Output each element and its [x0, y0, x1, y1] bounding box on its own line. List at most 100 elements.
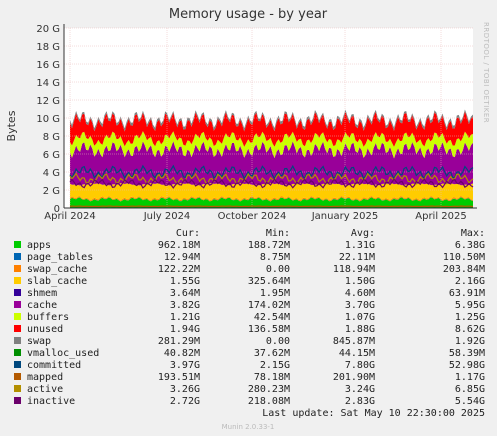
legend-name-swap: swap [27, 336, 51, 347]
x-tick-label: April 2025 [415, 211, 466, 222]
legend-name-apps: apps [27, 240, 51, 251]
area-slab-cache [70, 182, 473, 201]
munin-version: Munin 2.0.33-1 [222, 423, 275, 431]
legend-avg-value: 2.83G [345, 396, 375, 407]
chart-title: Memory usage - by year [169, 7, 328, 22]
line-committed [69, 164, 474, 181]
legend-header-max: Max: [461, 228, 485, 239]
line-mapped [69, 205, 474, 208]
legend-name-mapped: mapped [27, 372, 63, 383]
legend-header-min: Min: [266, 228, 290, 239]
legend-header-cur: Cur: [176, 228, 200, 239]
legend-name-cache: cache [27, 300, 57, 311]
legend-swatch-inactive [14, 397, 21, 404]
legend-header-avg: Avg: [351, 228, 375, 239]
legend-max-value: 58.39M [449, 348, 485, 359]
legend-name-shmem: shmem [27, 288, 57, 299]
legend-min-value: 42.54M [254, 312, 290, 323]
legend-avg-value: 22.11M [339, 252, 375, 263]
legend-name-active: active [27, 384, 63, 395]
legend-swatch-active [14, 385, 21, 392]
area-swap [70, 109, 473, 132]
memory-lines [69, 164, 474, 209]
legend-cur-value: 193.51M [158, 372, 200, 383]
legend-cur-value: 12.94M [164, 252, 200, 263]
legend-min-value: 218.08M [248, 396, 290, 407]
legend-cur-value: 3.64M [170, 288, 200, 299]
memory-areas [70, 109, 473, 208]
legend-swatch-page-tables [14, 253, 21, 260]
area-unused [70, 111, 473, 147]
legend-cur-value: 3.82G [170, 300, 200, 311]
area-page-tables [70, 197, 473, 202]
legend-swatch-unused [14, 325, 21, 332]
legend-cur-value: 1.21G [170, 312, 200, 323]
legend-swatch-buffers [14, 313, 21, 320]
legend: Cur: Min: Avg: Max: apps 962.18M 188.72M 1.31G 6… [14, 228, 485, 407]
legend-swatch-swap [14, 337, 21, 344]
legend-max-value: 1.25G [455, 312, 485, 323]
legend-max-value: 63.91M [449, 288, 485, 299]
y-tick-label: 6 G [43, 150, 60, 161]
legend-max-value: 110.50M [443, 252, 485, 263]
legend-min-value: 78.18M [254, 372, 290, 383]
x-tick-label: July 2024 [143, 211, 191, 222]
legend-min-value: 1.95M [260, 288, 290, 299]
legend-max-value: 1.17G [455, 372, 485, 383]
legend-max-value: 5.95G [455, 300, 485, 311]
x-tick-label: January 2025 [311, 211, 379, 222]
legend-name-buffers: buffers [27, 312, 69, 323]
legend-min-value: 280.23M [248, 384, 290, 395]
legend-avg-value: 1.07G [345, 312, 375, 323]
legend-name-committed: committed [27, 360, 81, 371]
legend-avg-value: 4.60M [345, 288, 375, 299]
legend-swatch-shmem [14, 289, 21, 296]
legend-name-unused: unused [27, 324, 63, 335]
legend-avg-value: 118.94M [333, 264, 375, 275]
legend-max-value: 6.85G [455, 384, 485, 395]
legend-name-page-tables: page_tables [27, 252, 93, 263]
last-update: Last update: Sat May 10 22:30:00 2025 [262, 408, 485, 419]
area-swap-cache [70, 196, 473, 202]
legend-swatch-cache [14, 301, 21, 308]
line-inactive [69, 178, 474, 189]
y-tick-label: 18 G [36, 42, 60, 53]
area-buffers [70, 131, 473, 159]
legend-min-value: 0.00 [266, 336, 290, 347]
y-tick-label: 2 G [43, 186, 60, 197]
legend-max-value: 2.16G [455, 276, 485, 287]
legend-max-value: 6.38G [455, 240, 485, 251]
legend-max-value: 8.62G [455, 324, 485, 335]
legend-swatch-committed [14, 361, 21, 368]
legend-avg-value: 7.80G [345, 360, 375, 371]
legend-swatch-mapped [14, 373, 21, 380]
y-tick-label: 16 G [36, 60, 60, 71]
legend-cur-value: 281.29M [158, 336, 200, 347]
y-tick-label: 14 G [36, 78, 60, 89]
area-apps [70, 197, 473, 208]
legend-swatch-slab-cache [14, 277, 21, 284]
legend-max-value: 5.54G [455, 396, 485, 407]
legend-swatch-apps [14, 241, 21, 248]
y-axis-label: Bytes [5, 110, 18, 141]
legend-avg-value: 1.88G [345, 324, 375, 335]
legend-avg-value: 845.87M [333, 336, 375, 347]
legend-avg-value: 3.24G [345, 384, 375, 395]
legend-swatch-vmalloc-used [14, 349, 21, 356]
legend-avg-value: 1.31G [345, 240, 375, 251]
legend-max-value: 1.92G [455, 336, 485, 347]
legend-name-vmalloc-used: vmalloc_used [27, 348, 99, 359]
x-tick-label: April 2024 [44, 211, 95, 222]
legend-avg-value: 201.90M [333, 372, 375, 383]
legend-min-value: 2.15G [260, 360, 290, 371]
y-tick-label: 0 [54, 204, 60, 215]
y-tick-label: 8 G [43, 132, 60, 143]
y-tick-label: 12 G [36, 96, 60, 107]
legend-cur-value: 962.18M [158, 240, 200, 251]
legend-avg-value: 3.70G [345, 300, 375, 311]
y-tick-label: 4 G [43, 168, 60, 179]
legend-min-value: 325.64M [248, 276, 290, 287]
legend-max-value: 52.98G [449, 360, 485, 371]
legend-cur-value: 40.82M [164, 348, 200, 359]
